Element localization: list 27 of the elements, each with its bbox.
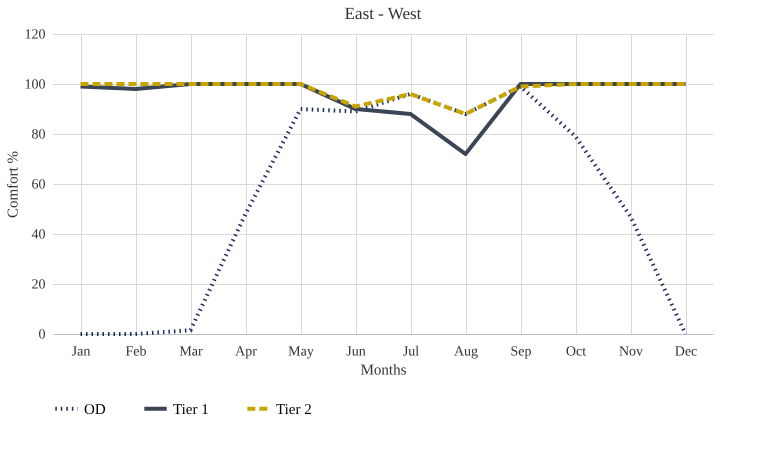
x-tick-label: Dec: [674, 344, 698, 360]
x-axis-title: Months: [360, 362, 407, 378]
legend-label: OD: [84, 402, 106, 418]
y-tick-label: 120: [24, 28, 46, 42]
x-tick-label: Aug: [454, 344, 478, 360]
y-axis-title: Comfort %: [6, 150, 22, 218]
y-tick-label: 20: [32, 278, 46, 292]
x-tick-label: May: [288, 344, 314, 360]
x-tick-label: Feb: [126, 344, 146, 360]
x-tick-label: Sep: [510, 344, 532, 360]
chart-title: East - West: [344, 4, 422, 23]
y-tick-label: 100: [24, 78, 46, 92]
x-tick-label: Mar: [179, 344, 203, 360]
x-tick-label: Apr: [235, 344, 258, 360]
x-tick-label: Jan: [72, 344, 90, 360]
y-tick-label: 0: [38, 328, 46, 342]
line-series: [78, 82, 688, 116]
y-tick-label: 60: [32, 178, 46, 192]
line-series: [78, 84, 688, 336]
y-tick-label: 80: [32, 128, 46, 142]
x-tick-label: Oct: [566, 344, 586, 360]
legend-label: Tier 1: [173, 402, 209, 418]
x-tick-label: Jun: [346, 344, 366, 360]
legend-label: Tier 2: [276, 402, 312, 418]
y-tick-label: 40: [32, 228, 46, 242]
x-tick-label: Jul: [402, 344, 420, 360]
x-tick-label: Nov: [618, 344, 644, 360]
